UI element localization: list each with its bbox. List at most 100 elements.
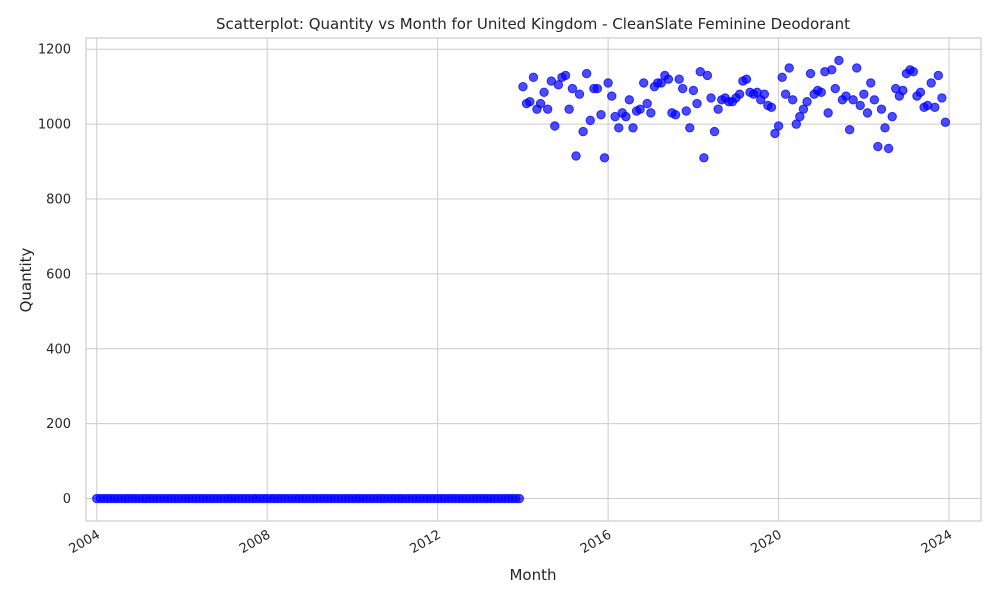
y-tick-label: 0 — [63, 492, 71, 507]
data-point — [560, 70, 571, 81]
data-point — [834, 55, 844, 66]
data-point — [539, 87, 549, 97]
plot-frame — [85, 37, 982, 522]
data-point — [670, 110, 681, 120]
data-point — [706, 93, 716, 103]
data-point — [518, 81, 528, 92]
data-point — [848, 95, 858, 105]
data-point — [585, 115, 595, 126]
data-point — [862, 108, 873, 118]
data-point — [827, 65, 837, 75]
data-point — [656, 78, 667, 88]
y-axis-ticks: 0 200 400 600 800 1000 1200 — [38, 43, 71, 507]
data-point — [646, 108, 656, 118]
data-point — [677, 83, 688, 94]
data-point — [915, 87, 926, 97]
data-point — [525, 96, 535, 107]
y-tick-label: 1000 — [38, 118, 71, 133]
data-point — [802, 96, 812, 107]
x-tick-label: 2012 — [407, 527, 443, 557]
data-point — [571, 151, 581, 161]
data-point — [674, 74, 684, 84]
data-point — [688, 85, 699, 96]
data-point — [859, 89, 869, 99]
data-point — [734, 89, 745, 99]
data-point — [787, 95, 798, 105]
data-point — [599, 153, 610, 163]
y-tick-label: 200 — [46, 417, 71, 432]
data-point — [844, 125, 855, 135]
data-point — [880, 123, 890, 133]
y-tick-label: 400 — [46, 342, 71, 357]
data-point — [926, 78, 936, 88]
data-points — [92, 55, 951, 504]
data-point — [702, 70, 713, 81]
data-point — [883, 143, 894, 154]
data-point — [614, 123, 624, 133]
data-point — [567, 83, 578, 94]
data-point — [642, 98, 652, 109]
data-point — [610, 111, 620, 122]
x-tick-label: 2004 — [67, 527, 103, 557]
y-tick-label: 800 — [46, 193, 71, 208]
data-point — [550, 121, 560, 131]
data-point — [603, 78, 613, 88]
data-point — [805, 68, 816, 79]
data-point — [596, 110, 606, 120]
x-axis-ticks: 2004 2008 2012 2016 2020 2024 — [67, 527, 955, 557]
x-tick-label: 2016 — [578, 527, 614, 557]
data-point — [795, 111, 805, 122]
data-point — [681, 106, 691, 116]
data-point — [528, 72, 539, 83]
data-point — [709, 126, 720, 137]
data-point — [685, 123, 695, 133]
y-tick-label: 600 — [46, 267, 71, 282]
x-tick-label: 2008 — [237, 527, 273, 557]
data-point — [869, 95, 880, 105]
data-point — [777, 72, 787, 83]
data-point — [823, 108, 833, 118]
data-point — [873, 141, 883, 152]
data-point — [887, 111, 897, 122]
data-point — [876, 104, 887, 114]
data-point — [535, 98, 546, 109]
data-point — [546, 76, 556, 86]
data-point — [784, 63, 794, 73]
data-point — [624, 95, 635, 105]
data-point — [866, 78, 876, 88]
data-point — [780, 89, 791, 99]
data-point — [628, 123, 638, 133]
data-point — [574, 89, 585, 99]
data-point — [940, 117, 951, 127]
data-point — [841, 91, 851, 101]
data-point — [759, 89, 770, 99]
data-point — [638, 78, 649, 88]
data-point — [699, 153, 709, 163]
data-point — [898, 85, 908, 96]
data-point — [766, 102, 777, 112]
data-point — [816, 87, 826, 97]
data-point — [692, 98, 702, 109]
data-point — [933, 70, 943, 81]
chart-title: Scatterplot: Quantity vs Month for Unite… — [216, 15, 850, 33]
data-point — [798, 104, 809, 114]
data-point — [514, 493, 525, 504]
data-point — [930, 102, 940, 112]
data-point — [830, 83, 840, 94]
y-axis-label: Quantity — [17, 247, 35, 312]
x-tick-label: 2024 — [919, 527, 955, 557]
data-point — [852, 63, 862, 73]
grid-lines — [86, 38, 981, 521]
x-axis-label: Month — [509, 566, 556, 584]
data-point — [855, 100, 865, 111]
data-point — [607, 91, 617, 101]
data-point — [908, 66, 919, 77]
data-point — [592, 83, 603, 94]
data-point — [773, 121, 784, 131]
data-point — [621, 111, 631, 122]
data-point — [713, 104, 723, 114]
data-point — [937, 93, 947, 103]
data-point — [741, 74, 752, 84]
y-tick-label: 1200 — [38, 43, 71, 58]
